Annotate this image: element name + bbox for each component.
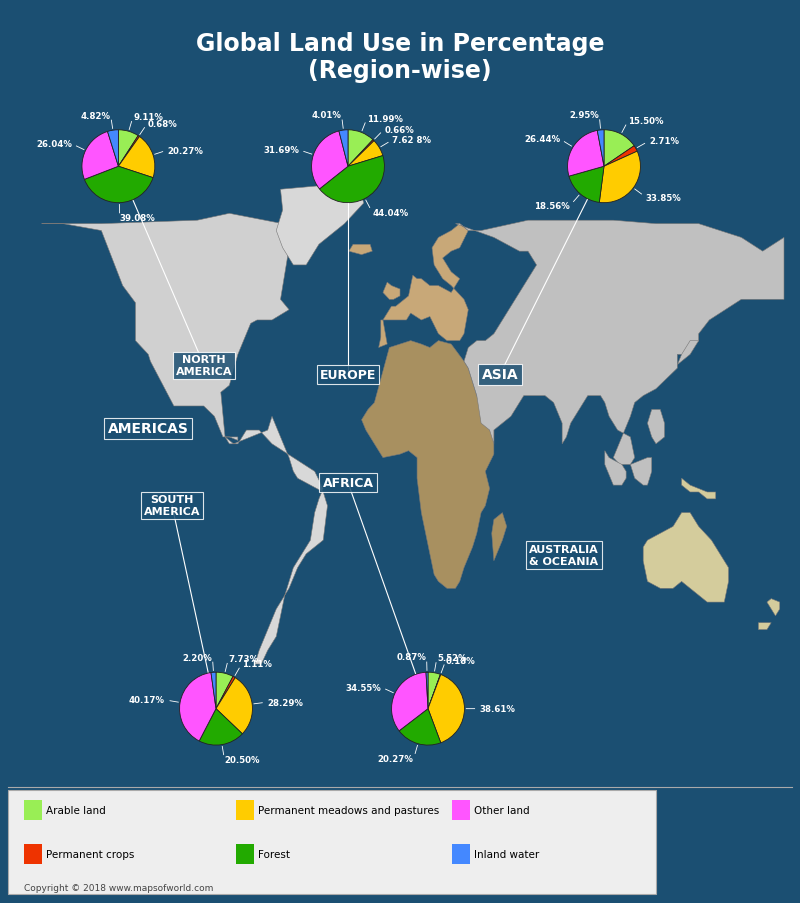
Polygon shape (647, 410, 665, 444)
Polygon shape (225, 417, 327, 665)
Bar (24, 844, 42, 864)
Wedge shape (399, 709, 441, 745)
Text: 4.01%: 4.01% (312, 111, 342, 120)
Text: AFRICA: AFRICA (322, 477, 374, 489)
Polygon shape (605, 452, 626, 486)
Wedge shape (319, 156, 385, 203)
Text: 31.69%: 31.69% (263, 146, 299, 155)
Text: 38.61%: 38.61% (480, 704, 516, 713)
Text: Permanent meadows and pastures: Permanent meadows and pastures (258, 805, 440, 815)
Polygon shape (455, 221, 784, 465)
Text: 5.52%: 5.52% (437, 654, 466, 663)
Bar (236, 800, 254, 820)
Text: AMERICAS: AMERICAS (107, 422, 189, 436)
Text: Arable land: Arable land (46, 805, 106, 815)
Wedge shape (311, 132, 348, 190)
Bar (236, 844, 254, 864)
Text: Copyright © 2018 www.mapsofworld.com: Copyright © 2018 www.mapsofworld.com (24, 883, 214, 892)
Text: Forest: Forest (258, 849, 290, 860)
Text: 39.08%: 39.08% (120, 214, 155, 223)
Polygon shape (643, 513, 729, 602)
Wedge shape (348, 131, 373, 167)
Polygon shape (276, 183, 364, 265)
Text: Permanent crops: Permanent crops (46, 849, 134, 860)
Polygon shape (678, 341, 698, 366)
Text: 1.11%: 1.11% (242, 659, 272, 668)
Wedge shape (391, 673, 428, 731)
Wedge shape (118, 136, 139, 167)
Wedge shape (426, 673, 428, 709)
Wedge shape (211, 673, 216, 709)
Text: 2.95%: 2.95% (570, 111, 599, 120)
Text: Inland water: Inland water (474, 849, 540, 860)
Polygon shape (492, 513, 506, 561)
Wedge shape (567, 131, 604, 177)
Text: 0.87%: 0.87% (397, 653, 426, 662)
Text: 20.27%: 20.27% (167, 146, 203, 155)
Wedge shape (216, 676, 235, 709)
Text: 7.62 8%: 7.62 8% (393, 136, 431, 145)
Text: 26.04%: 26.04% (36, 140, 72, 149)
Text: 15.50%: 15.50% (628, 116, 664, 126)
Text: 4.82%: 4.82% (81, 111, 110, 120)
Wedge shape (348, 142, 383, 167)
Text: 26.44%: 26.44% (524, 135, 560, 144)
Text: 33.85%: 33.85% (646, 193, 682, 202)
Wedge shape (339, 131, 348, 167)
Polygon shape (42, 214, 294, 441)
Text: Global Land Use in Percentage
(Region-wise): Global Land Use in Percentage (Region-wi… (196, 32, 604, 83)
Wedge shape (604, 131, 634, 167)
Bar (8, 790, 656, 894)
Text: 0.66%: 0.66% (384, 126, 414, 135)
Text: 7.73%: 7.73% (229, 654, 258, 663)
Polygon shape (383, 283, 400, 300)
Text: AUSTRALIA
& OCEANIA: AUSTRALIA & OCEANIA (529, 545, 599, 566)
Polygon shape (378, 224, 468, 348)
Bar (24, 800, 42, 820)
Text: 28.29%: 28.29% (267, 698, 303, 707)
Wedge shape (604, 146, 637, 167)
Wedge shape (428, 675, 465, 743)
Wedge shape (569, 167, 604, 203)
Text: EUROPE: EUROPE (320, 368, 376, 381)
Text: Other land: Other land (474, 805, 530, 815)
Bar (452, 800, 470, 820)
Wedge shape (598, 131, 604, 167)
Wedge shape (599, 152, 641, 203)
Polygon shape (682, 479, 716, 499)
Polygon shape (362, 341, 494, 589)
Polygon shape (767, 599, 780, 616)
Bar (452, 844, 470, 864)
Polygon shape (758, 623, 771, 630)
Text: 11.99%: 11.99% (367, 115, 403, 124)
Polygon shape (630, 458, 652, 486)
Text: 20.27%: 20.27% (378, 754, 414, 763)
Wedge shape (216, 678, 253, 734)
Text: 44.04%: 44.04% (372, 209, 408, 218)
Text: NORTH
AMERICA: NORTH AMERICA (176, 355, 232, 377)
Text: 20.50%: 20.50% (225, 755, 260, 764)
Wedge shape (199, 709, 242, 745)
Wedge shape (82, 133, 118, 181)
Text: 18.56%: 18.56% (534, 201, 570, 210)
Text: 40.17%: 40.17% (129, 695, 165, 704)
Text: 0.68%: 0.68% (147, 120, 177, 129)
Wedge shape (118, 131, 138, 167)
Wedge shape (84, 167, 153, 203)
Text: 2.20%: 2.20% (182, 653, 213, 662)
Wedge shape (107, 131, 118, 167)
Wedge shape (216, 673, 233, 709)
Polygon shape (349, 245, 372, 256)
Wedge shape (428, 673, 440, 709)
Wedge shape (179, 673, 216, 741)
Wedge shape (348, 141, 374, 167)
Text: 2.71%: 2.71% (649, 137, 679, 146)
Text: SOUTH
AMERICA: SOUTH AMERICA (144, 495, 200, 517)
Text: ASIA: ASIA (482, 368, 518, 382)
Wedge shape (428, 675, 441, 709)
Text: 9.11%: 9.11% (133, 113, 163, 122)
Text: 34.55%: 34.55% (346, 683, 381, 692)
Wedge shape (118, 137, 155, 179)
Text: 0.18%: 0.18% (446, 656, 476, 665)
